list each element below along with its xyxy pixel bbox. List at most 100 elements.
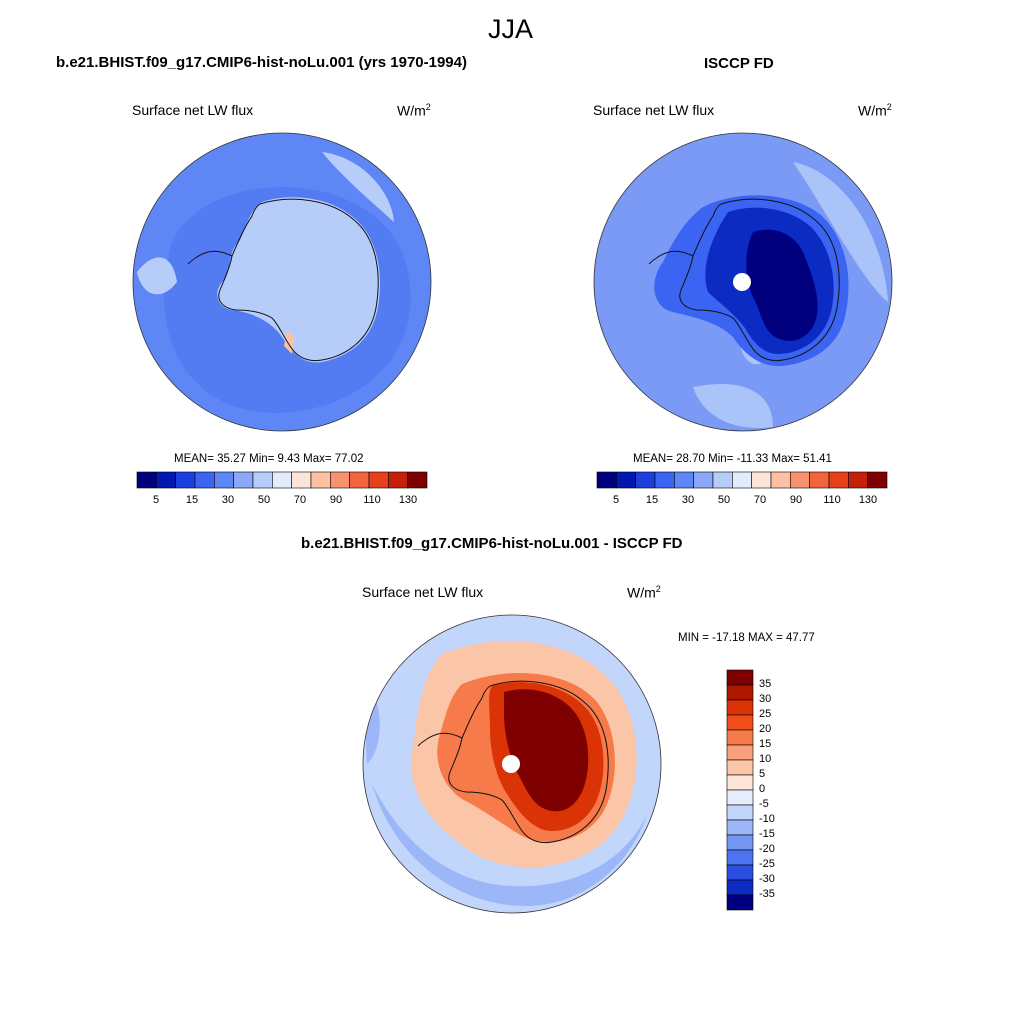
panel1-colorbar-swatch (136, 471, 157, 489)
panel1-colorbar-tick-label: 50 (257, 494, 271, 506)
panel1-antarctic-interior (217, 197, 381, 363)
panel3-colorbar-swatch (726, 759, 754, 776)
panel3-colorbar-swatch (726, 744, 754, 761)
panel1-colorbar-tick-label: 90 (329, 494, 343, 506)
panel1-colorbar-swatch (272, 471, 292, 489)
panel3-hot-core (504, 689, 589, 812)
panel2-stats: MEAN= 28.70 Min= -11.33 Max= 51.41 (633, 453, 832, 465)
panel1-colorbar-tick-label: 5 (152, 494, 160, 506)
panel1-colorbar-tick-label: 15 (185, 494, 199, 506)
panel2-colorbar-swatch (635, 471, 656, 489)
panel3-colorbar-swatch (726, 684, 754, 701)
panel2-colorbar-tick-label: 30 (681, 494, 695, 506)
panel1-title: b.e21.BHIST.f09_g17.CMIP6-hist-noLu.001 … (56, 54, 467, 71)
panel2-colorbar-tick-label: 5 (612, 494, 620, 506)
panel3-colorbar-tick-label: -35 (759, 888, 775, 900)
panel1-coastline (187, 198, 379, 362)
panel3-coastline (417, 680, 609, 844)
panel3-units: W/m2 (627, 584, 661, 601)
panel2-colorbar-tick-label: 90 (789, 494, 803, 506)
panel3-colorbar-swatch (726, 879, 754, 896)
panel2-colorbar-swatch (770, 471, 791, 489)
panel3-colorbar-tick-label: -30 (759, 873, 775, 885)
panel3-colorbar-tick-label: 5 (759, 768, 766, 780)
panel1-colorbar-tick-label: 30 (221, 494, 235, 506)
panel1-colorbar-swatch (194, 471, 215, 489)
panel1-colorbar-swatch (233, 471, 254, 489)
panel3-colorbar-tick-label: 10 (759, 753, 772, 765)
panel2-colorbar-swatch (693, 471, 714, 489)
panel1-colorbar (136, 471, 428, 489)
panel3-colorbar-swatch (726, 699, 754, 716)
panel3-colorbar-swatch (726, 669, 754, 686)
panel3-units-exp: 2 (655, 584, 661, 594)
panel1-colorbar-tick-label: 130 (398, 494, 418, 506)
panel1-colorbar-swatch (368, 471, 389, 489)
panel2-units: W/m2 (858, 102, 892, 119)
panel2-map-border (593, 132, 893, 432)
panel3-colorbar (726, 669, 754, 911)
panel2-colorbar-swatch (848, 471, 868, 489)
panel3-colorbar-swatch (726, 849, 754, 866)
panel2-units-base: W/m (858, 102, 887, 119)
panel1-colorbar-swatch (388, 471, 408, 489)
panel3-colorbar-swatch (726, 729, 754, 746)
panel1-polar-map (132, 132, 432, 432)
panel3-stats: MIN = -17.18 MAX = 47.77 (678, 632, 815, 644)
panel3-map-border (362, 614, 662, 914)
panel2-colorbar-tick-label: 130 (858, 494, 878, 506)
panel2-colorbar-tick-label: 15 (645, 494, 659, 506)
panel3-colorbar-tick-label: 25 (759, 708, 772, 720)
panel3-colorbar-tick-label: -20 (759, 843, 775, 855)
panel1-colorbar-swatch (349, 471, 370, 489)
panel2-variable-label: Surface net LW flux (593, 102, 715, 118)
panel3-title: b.e21.BHIST.f09_g17.CMIP6-hist-noLu.001 … (301, 535, 683, 552)
panel1-units-base: W/m (397, 102, 426, 119)
panel3-colorbar-swatch (726, 789, 754, 806)
panel2-colorbar-tick-label: 110 (823, 494, 841, 506)
panel1-colorbar-tick-label: 110 (363, 494, 381, 506)
panel3-pole-hole (502, 755, 520, 773)
panel3-variable-label: Surface net LW flux (362, 584, 484, 600)
panel3-colorbar-swatch (726, 834, 754, 851)
panel3-colorbar-swatch (726, 714, 754, 731)
panel2-light-patch-b (693, 383, 773, 428)
panel3-colorbar-tick-label: 30 (759, 693, 772, 705)
panel2-colorbar-swatch (732, 471, 752, 489)
panel3-cool-band (372, 784, 647, 907)
panel3-colorbar-tick-label: 20 (759, 723, 772, 735)
panel1-colorbar-swatch (214, 471, 234, 489)
panel2-title: ISCCP FD (704, 55, 774, 72)
panel2-pole-hole (733, 273, 751, 291)
panel1-colorbar-swatch (175, 471, 196, 489)
panel2-units-exp: 2 (886, 102, 892, 112)
panel2-polar-map (593, 132, 893, 432)
panel2-coastline (648, 198, 840, 362)
panel2-colorbar-swatch (790, 471, 810, 489)
panel3-colorbar-tick-label: 35 (759, 678, 772, 690)
panel1-map-border (132, 132, 432, 432)
panel1-colorbar-swatch (291, 471, 312, 489)
panel2-colorbar-tick-label: 50 (717, 494, 731, 506)
panel1-colorbar-swatch (156, 471, 176, 489)
panel3-colorbar-tick-label: -25 (759, 858, 775, 870)
panel2-colorbar (596, 471, 888, 489)
panel2-colorbar-swatch (596, 471, 617, 489)
panel1-colorbar-tick-label: 70 (293, 494, 307, 506)
panel2-colorbar-tick-label: 70 (753, 494, 767, 506)
panel2-light-patch-a (793, 162, 888, 302)
panel1-units-exp: 2 (425, 102, 431, 112)
panel3-colorbar-tick-label: 0 (759, 783, 766, 795)
panel3-colorbar-tick-label: -5 (759, 798, 769, 810)
panel1-colorbar-swatch (252, 471, 273, 489)
panel2-colorbar-swatch (654, 471, 675, 489)
panel3-colorbar-swatch (726, 864, 754, 881)
panel1-light-patch-b (137, 257, 177, 295)
panel3-colorbar-swatch (726, 774, 754, 791)
panel3-colorbar-swatch (726, 894, 754, 911)
panel1-units: W/m2 (397, 102, 431, 119)
panel2-deepest-field (746, 229, 818, 341)
panel2-colorbar-swatch (674, 471, 694, 489)
panel2-colorbar-swatch (867, 471, 888, 489)
panel2-colorbar-swatch (809, 471, 830, 489)
